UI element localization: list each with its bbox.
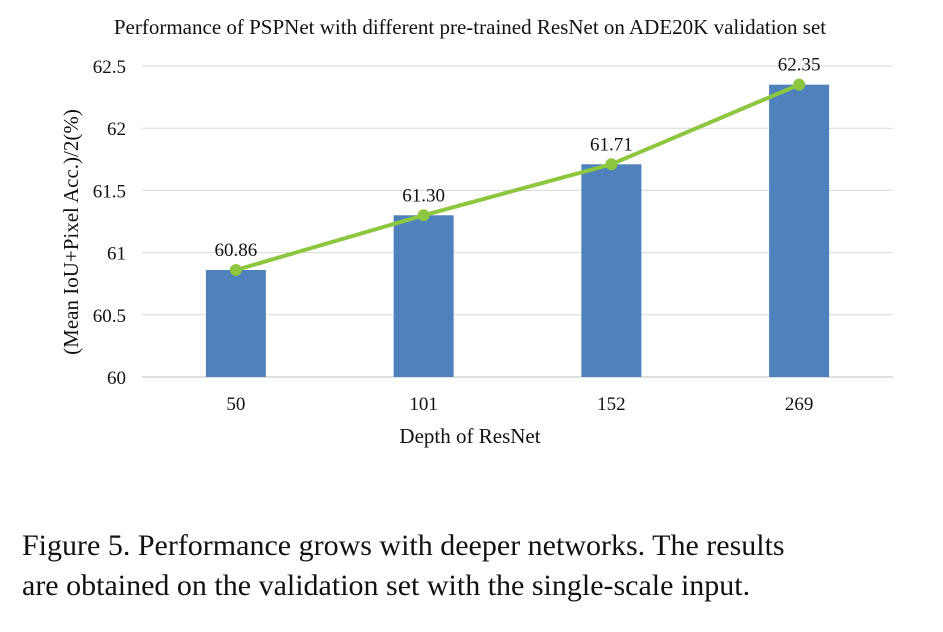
bar [205,270,266,377]
y-tick-labels: 60 60.5 61 61.5 62 62.5 [93,57,126,389]
x-tick-label: 269 [785,394,814,415]
bar [581,164,642,377]
data-point [417,209,430,222]
gridlines [142,65,893,378]
y-tick-label: 60.5 [93,306,126,327]
data-point [605,158,618,171]
y-tick-label: 60 [107,368,126,389]
y-axis-label: (Mean IoU+Pixel Acc.)/2(%) [59,109,83,355]
x-tick-labels: 50 101 152 269 [226,394,813,415]
x-tick-label: 50 [226,394,245,415]
y-tick-label: 62 [107,119,126,140]
data-label: 60.86 [215,240,258,261]
bar [769,84,830,377]
y-tick-label: 61.5 [93,181,126,202]
bar [393,215,454,377]
trend-line [229,78,806,277]
caption-line-2: are obtained on the validation set with … [22,569,751,602]
data-point [793,78,806,91]
bars [205,84,830,377]
x-axis-label: Depth of ResNet [399,424,540,448]
data-label: 62.35 [778,55,821,76]
series-line [233,82,802,273]
caption-line-1: Figure 5. Performance grows with deeper … [22,529,785,562]
y-tick-label: 62.5 [93,57,126,78]
chart: Performance of PSPNet with different pre… [59,15,893,448]
data-labels: 60.86 61.30 61.71 62.35 [215,55,821,261]
x-tick-label: 152 [597,394,626,415]
data-label: 61.30 [402,185,445,206]
figure-caption: Figure 5. Performance grows with deeper … [22,526,922,606]
y-tick-label: 61 [107,244,126,265]
chart-title: Performance of PSPNet with different pre… [114,15,826,39]
data-label: 61.71 [590,134,633,155]
x-tick-label: 101 [409,394,438,415]
data-point [229,264,242,277]
